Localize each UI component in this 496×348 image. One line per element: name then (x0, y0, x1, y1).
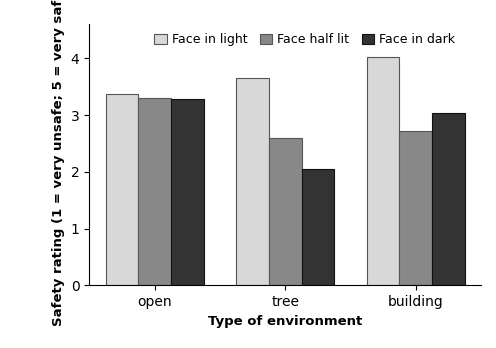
Bar (302, 169, 334, 285)
Bar (171, 99, 203, 285)
Legend: Face in light, Face half lit, Face in dark: Face in light, Face half lit, Face in da… (152, 31, 458, 49)
Bar (269, 138, 302, 285)
Bar (106, 94, 138, 285)
Bar (236, 78, 269, 285)
Bar (399, 131, 432, 285)
Bar (432, 113, 465, 285)
Bar (138, 98, 171, 285)
Y-axis label: Safety rating (1 = very unsafe; 5 = very safe): Safety rating (1 = very unsafe; 5 = very… (52, 0, 65, 325)
Bar (367, 57, 399, 285)
X-axis label: Type of environment: Type of environment (208, 315, 362, 327)
